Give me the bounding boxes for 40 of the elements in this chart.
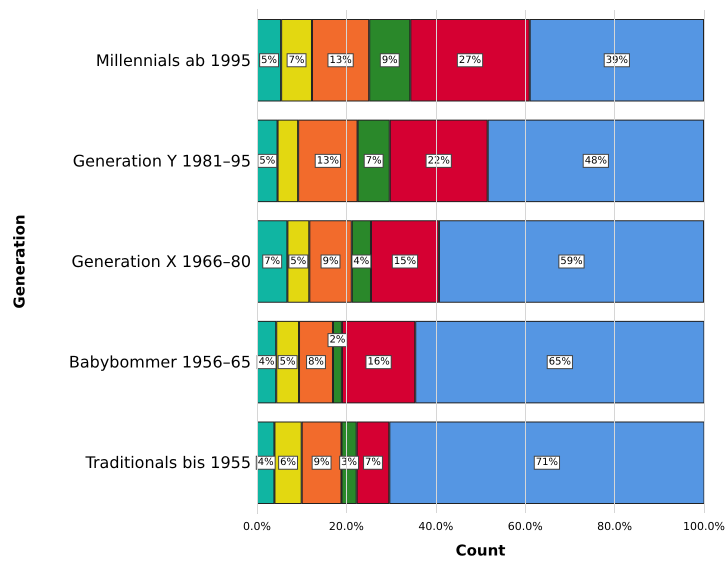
data-label: 4% [258,457,274,468]
x-tick-label: 80.0% [597,520,632,533]
x-tick-label: 0.0% [243,520,271,533]
data-label: 6% [280,457,296,468]
data-label: 5% [290,256,306,267]
y-tick-label: Generation X 1966–80 [72,252,251,271]
data-label: 39% [606,54,628,66]
data-label: 27% [458,54,482,66]
data-label: 7% [365,457,381,468]
data-label: 4% [353,256,370,267]
y-tick-label: Babybommer 1956–65 [68,352,251,372]
data-label: 2% [330,334,346,346]
y-tick-label: Generation Y 1981–95 [72,151,251,170]
data-label: 5% [280,356,296,368]
data-label: 65% [548,356,571,368]
data-label: 5% [259,155,276,166]
data-label: 9% [322,256,338,267]
data-label: 7% [288,54,304,66]
x-tick-label: 20.0% [328,520,364,533]
y-tick-label: Millennials ab 1995 [96,50,251,70]
data-label: 15% [394,256,416,267]
data-label: 9% [382,54,398,66]
data-label: 59% [560,256,583,267]
x-tick-label: 100.0% [683,520,725,533]
data-label: 5% [261,54,278,66]
y-axis-title: Generation [10,214,28,309]
data-label: 13% [329,54,352,66]
data-label: 9% [314,457,330,468]
data-label: 7% [366,155,382,166]
x-tick-label: 40.0% [418,520,454,533]
x-axis-title: Count [456,542,506,560]
data-label: 71% [536,457,558,468]
data-label: 48% [584,155,607,166]
x-tick-label: 60.0% [508,520,543,533]
data-label: 4% [258,356,275,368]
data-label: 13% [316,155,339,166]
data-label: 8% [308,356,324,368]
y-tick-label: Traditionals bis 1955 [84,453,251,472]
data-label: 7% [264,256,280,267]
data-label: 16% [367,356,390,368]
